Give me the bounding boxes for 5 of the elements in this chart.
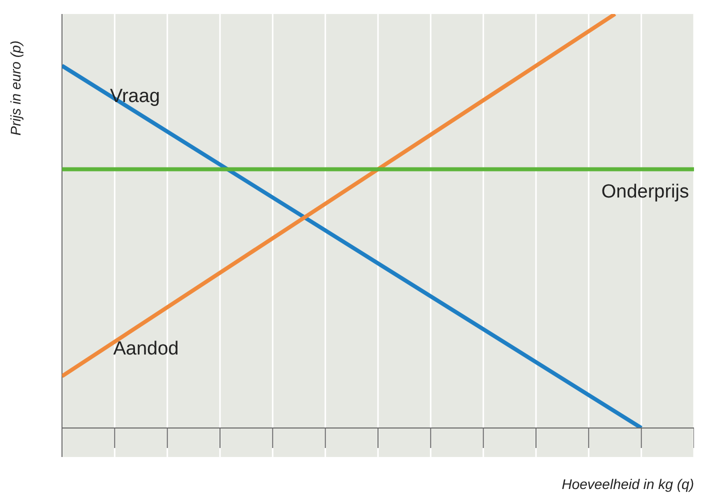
series-label: Vraag [110,86,160,107]
series-label: Onderprijs [601,181,689,202]
x-axis-title: Hoeveelheid in kg (q) [562,476,694,492]
series-label: Aandod [113,338,179,360]
y-axis-title: Prijs in euro (p) [7,40,24,136]
